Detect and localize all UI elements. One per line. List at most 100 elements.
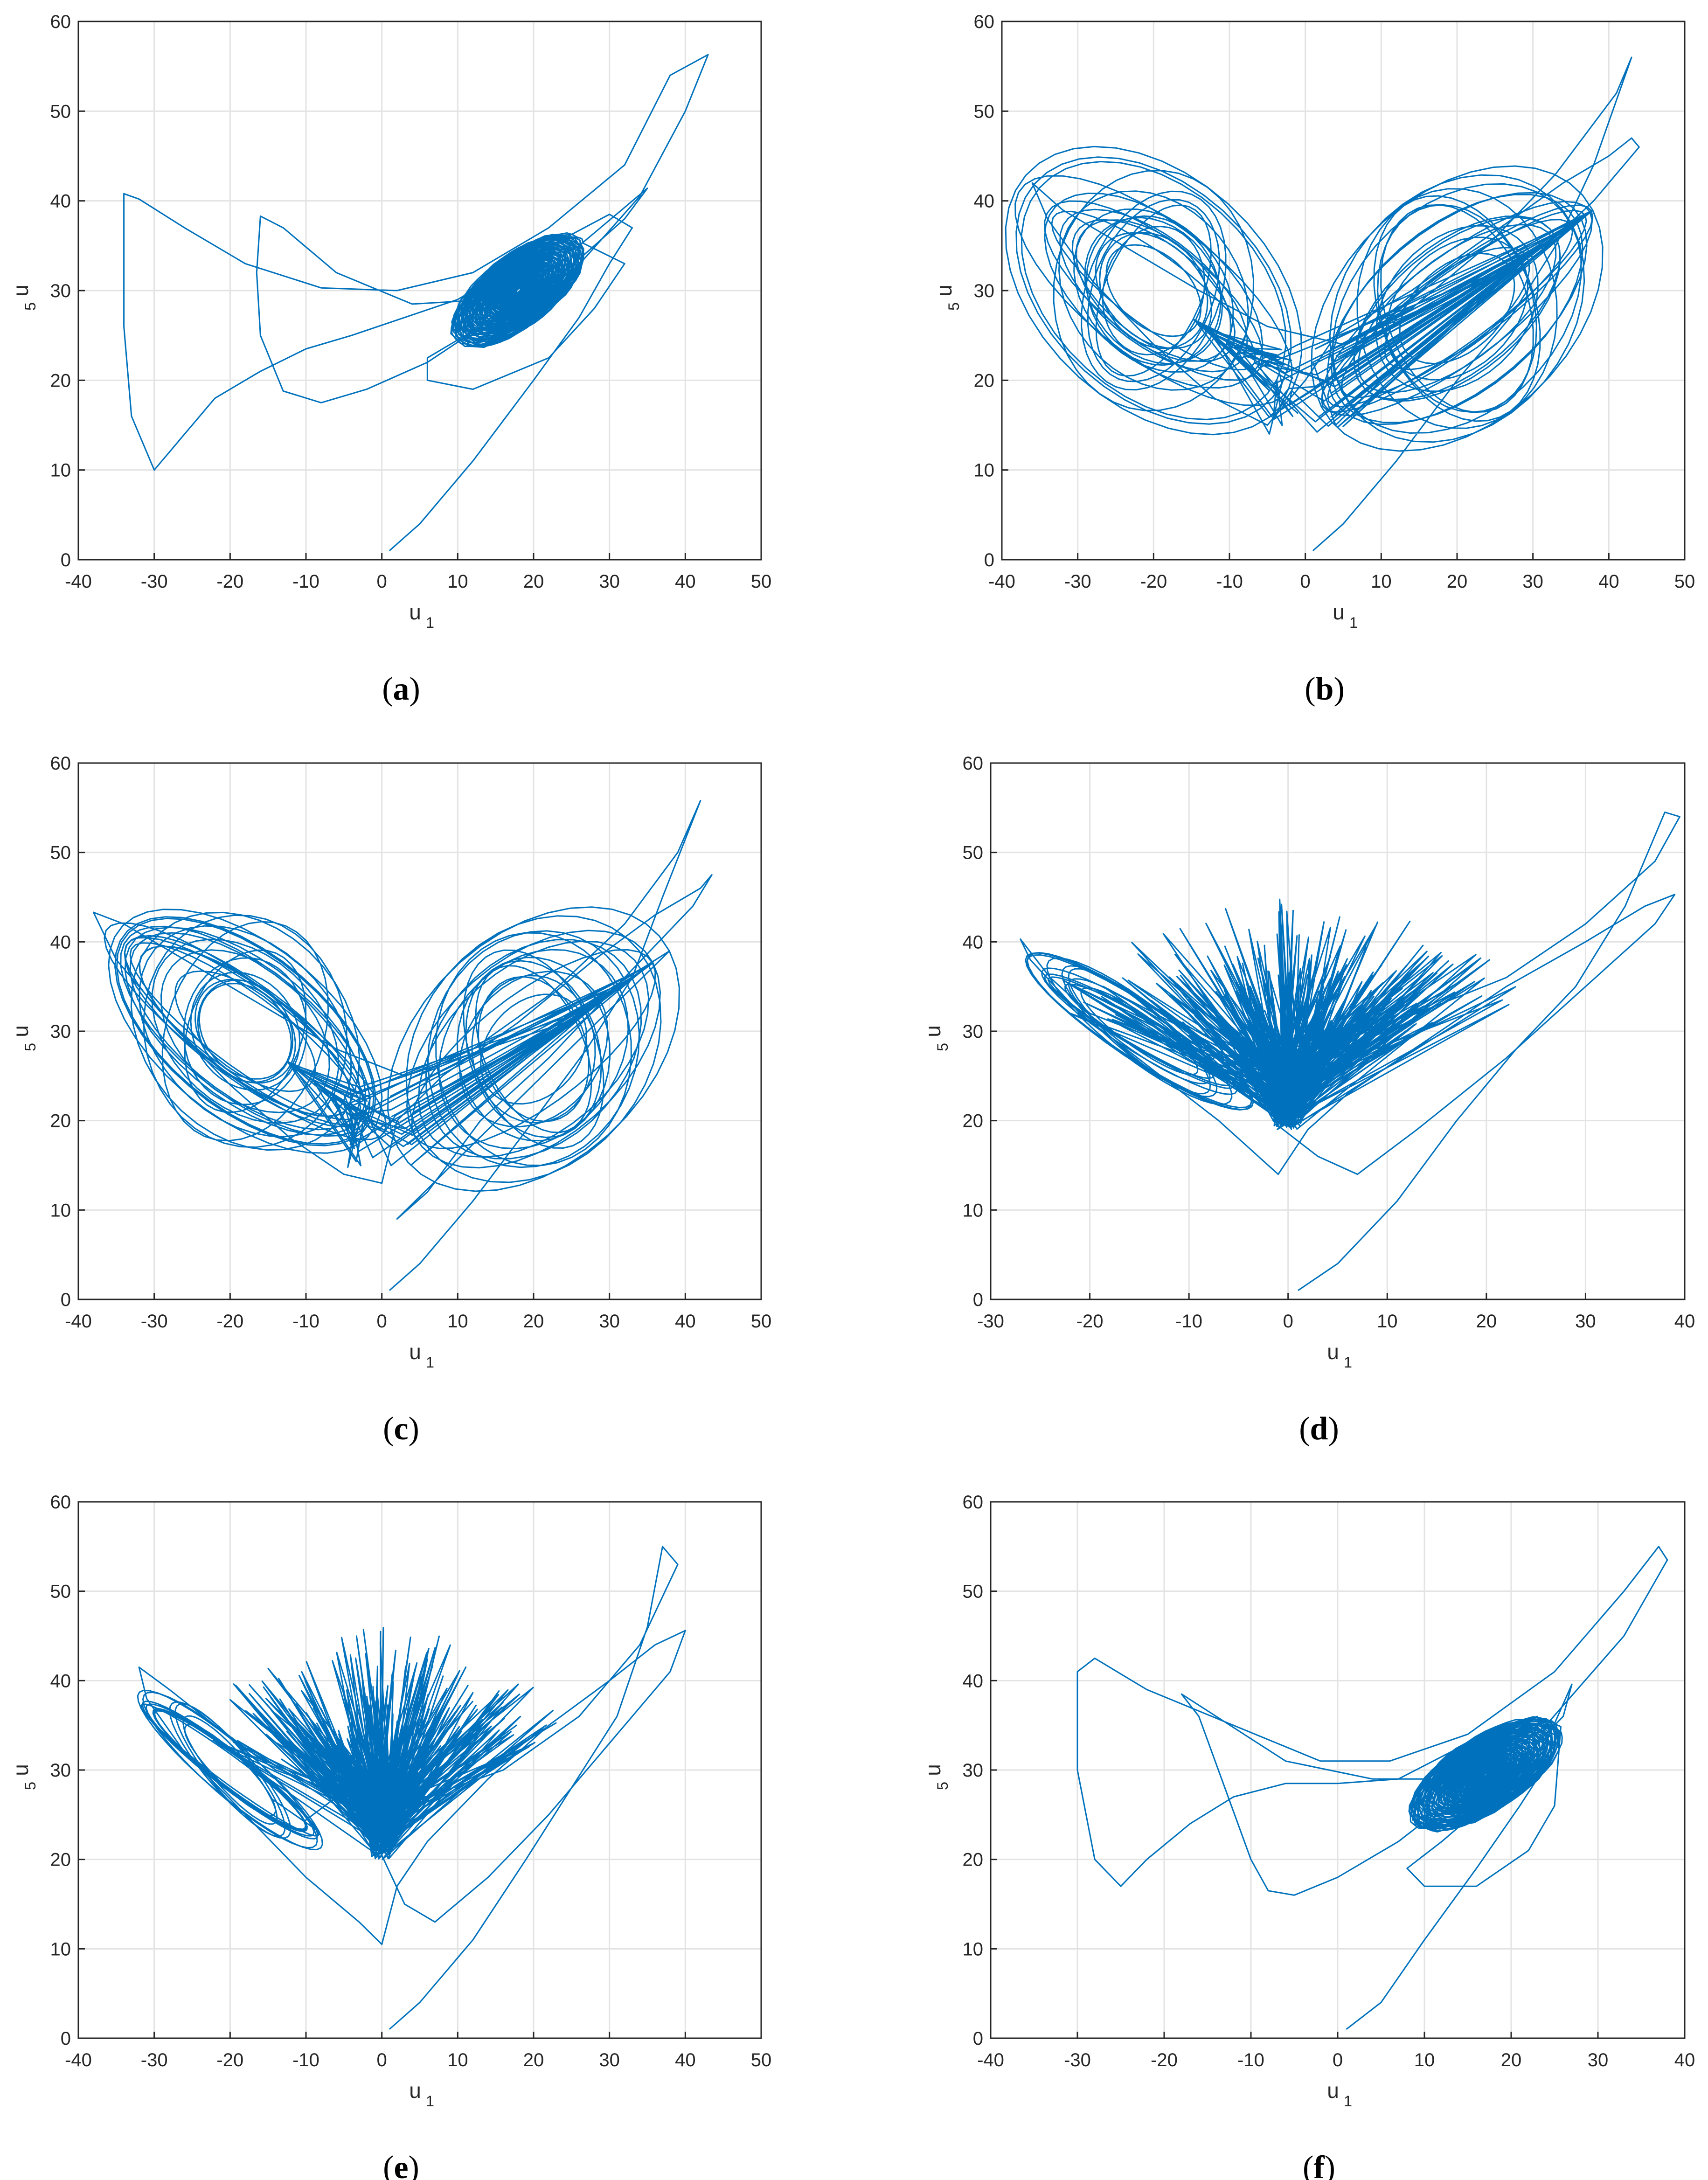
x-axis-label: u bbox=[409, 600, 421, 624]
x-tick-label: 20 bbox=[523, 571, 544, 592]
caption-close-paren: ) bbox=[409, 1411, 419, 1447]
y-tick-label: 10 bbox=[963, 1939, 984, 1959]
x-tick-label: 40 bbox=[1674, 2050, 1695, 2070]
x-tick-label: -20 bbox=[216, 2050, 243, 2070]
x-tick-label: 30 bbox=[1575, 1311, 1596, 1332]
y-tick-label: 0 bbox=[61, 1290, 71, 1310]
caption-letter: c bbox=[394, 1411, 408, 1447]
y-tick-label: 40 bbox=[963, 932, 984, 952]
x-tick-label: -30 bbox=[1064, 571, 1091, 592]
y-tick-label: 20 bbox=[50, 1111, 71, 1132]
y-tick-label: 60 bbox=[974, 12, 995, 32]
x-tick-label: 0 bbox=[1300, 571, 1311, 592]
caption-open-paren: ( bbox=[383, 2150, 394, 2180]
y-tick-label: 0 bbox=[61, 2028, 71, 2049]
x-axis-label: u bbox=[1333, 600, 1345, 624]
plot-area bbox=[123, 54, 709, 551]
x-tick-label: 10 bbox=[447, 1311, 468, 1332]
x-tick-label: -10 bbox=[292, 2050, 319, 2070]
x-tick-label: 20 bbox=[1476, 1311, 1497, 1332]
x-tick-label: -10 bbox=[1237, 2050, 1264, 2070]
x-tick-label: 30 bbox=[599, 2050, 620, 2070]
y-tick-label: 10 bbox=[963, 1200, 984, 1221]
x-axis-label: u bbox=[409, 2078, 421, 2103]
x-axis-label-subscript: 1 bbox=[426, 614, 434, 631]
x-tick-label: -20 bbox=[1140, 571, 1167, 592]
x-tick-label: 30 bbox=[1522, 571, 1543, 592]
caption-letter: e bbox=[394, 2150, 408, 2180]
y-tick-label: 60 bbox=[963, 1492, 984, 1513]
trajectory-series bbox=[137, 1546, 686, 2030]
y-tick-label: 30 bbox=[974, 281, 995, 301]
x-tick-label: -40 bbox=[988, 571, 1015, 592]
x-tick-label: 50 bbox=[751, 571, 772, 592]
caption-open-paren: ( bbox=[1303, 2150, 1313, 2180]
panel-caption: (c) bbox=[383, 1411, 419, 1447]
y-tick-label: 40 bbox=[963, 1671, 984, 1691]
x-axis-label-subscript: 1 bbox=[426, 1354, 434, 1371]
y-axis-label: u bbox=[8, 1764, 33, 1776]
x-tick-label: 30 bbox=[599, 1311, 620, 1332]
caption-open-paren: ( bbox=[1305, 671, 1315, 707]
y-tick-label: 40 bbox=[974, 191, 995, 212]
x-tick-label: 20 bbox=[1447, 571, 1468, 592]
y-tick-label: 0 bbox=[973, 1290, 983, 1310]
trajectory-series bbox=[1020, 811, 1680, 1291]
y-axis-label: u bbox=[8, 1025, 33, 1037]
caption-letter: a bbox=[393, 671, 410, 707]
caption-close-paren: ) bbox=[1328, 1411, 1339, 1447]
y-tick-label: 50 bbox=[974, 101, 995, 122]
y-axis-label: u bbox=[921, 1025, 945, 1037]
caption-close-paren: ) bbox=[409, 2150, 419, 2180]
y-tick-label: 20 bbox=[50, 1850, 71, 1870]
x-tick-label: 10 bbox=[1414, 2050, 1435, 2070]
y-tick-label: 30 bbox=[50, 1760, 71, 1781]
y-axis-label-subscript: 5 bbox=[22, 302, 39, 311]
x-tick-label: 0 bbox=[1283, 1311, 1293, 1332]
y-tick-label: 20 bbox=[963, 1111, 984, 1132]
x-tick-label: 0 bbox=[377, 2050, 387, 2070]
y-tick-label: 40 bbox=[50, 1671, 71, 1691]
caption-letter: b bbox=[1316, 671, 1334, 707]
x-tick-label: -20 bbox=[1151, 2050, 1178, 2070]
caption-letter: f bbox=[1313, 2150, 1325, 2180]
caption-close-paren: ) bbox=[410, 671, 420, 707]
y-tick-label: 40 bbox=[50, 191, 71, 212]
plot-area bbox=[1076, 1546, 1668, 2030]
x-tick-label: -20 bbox=[216, 571, 243, 592]
y-tick-label: 0 bbox=[61, 550, 71, 570]
x-tick-label: -20 bbox=[216, 1311, 243, 1332]
x-axis-label: u bbox=[1327, 2078, 1339, 2103]
x-axis-label: u bbox=[409, 1340, 421, 1364]
y-tick-label: 0 bbox=[973, 2028, 983, 2049]
y-tick-label: 30 bbox=[50, 281, 71, 301]
y-tick-label: 60 bbox=[50, 12, 71, 32]
x-tick-label: 40 bbox=[1674, 1311, 1695, 1332]
y-tick-label: 20 bbox=[974, 370, 995, 391]
x-tick-label: 20 bbox=[523, 2050, 544, 2070]
y-axis-label-subscript: 5 bbox=[934, 1782, 951, 1790]
panel-caption: (a) bbox=[382, 671, 420, 707]
x-tick-label: -10 bbox=[1175, 1311, 1202, 1332]
y-axis-label: u bbox=[8, 285, 33, 297]
plot-area bbox=[137, 1546, 686, 2030]
y-tick-label: 0 bbox=[984, 550, 994, 570]
trajectory-series bbox=[123, 54, 709, 551]
x-tick-label: 20 bbox=[1501, 2050, 1522, 2070]
x-tick-label: 50 bbox=[751, 1311, 772, 1332]
x-tick-label: 10 bbox=[1377, 1311, 1398, 1332]
y-tick-label: 10 bbox=[974, 460, 995, 481]
x-tick-label: -30 bbox=[141, 1311, 168, 1332]
panel-caption: (b) bbox=[1305, 671, 1345, 707]
plot-area bbox=[1020, 811, 1680, 1291]
y-axis-label: u bbox=[932, 285, 956, 297]
y-tick-label: 50 bbox=[963, 1582, 984, 1602]
x-tick-label: 0 bbox=[377, 1311, 387, 1332]
x-axis-label-subscript: 1 bbox=[426, 2093, 434, 2110]
